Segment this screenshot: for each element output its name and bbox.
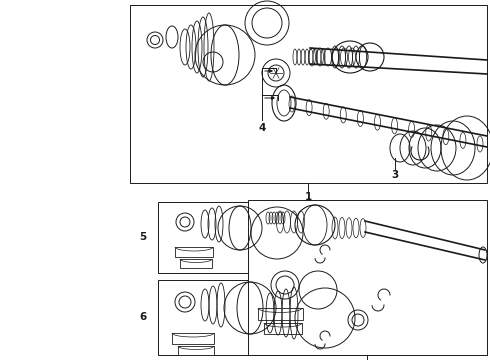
Bar xyxy=(258,308,303,320)
Bar xyxy=(178,346,214,355)
Bar xyxy=(264,323,302,334)
Bar xyxy=(248,200,487,355)
Bar xyxy=(175,247,213,257)
Bar xyxy=(158,202,400,273)
Bar xyxy=(180,259,212,268)
Text: 3: 3 xyxy=(392,170,399,180)
Text: 5: 5 xyxy=(139,232,147,242)
Bar xyxy=(130,5,487,183)
Text: 1: 1 xyxy=(304,192,312,202)
Bar xyxy=(172,333,214,344)
Text: 4: 4 xyxy=(258,123,266,133)
Text: 6: 6 xyxy=(139,312,147,322)
Bar xyxy=(158,280,400,355)
